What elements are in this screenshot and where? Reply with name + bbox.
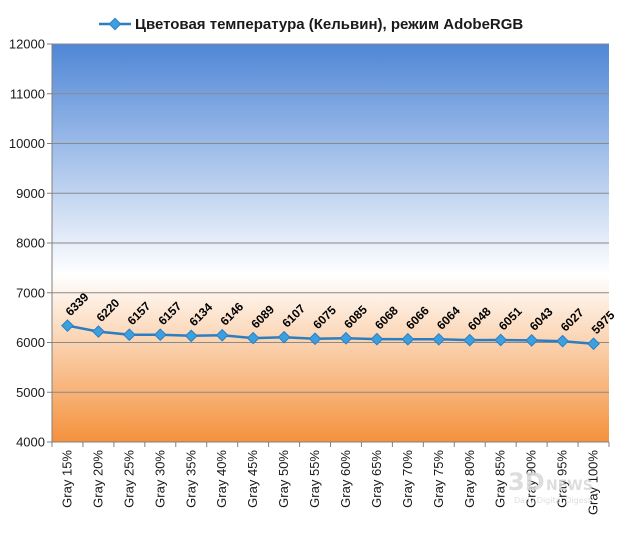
x-tick-label: Gray 60% xyxy=(338,450,353,508)
x-axis: Gray 15% Gray 20% Gray 25% Gray 30% Gray 35%… xyxy=(51,441,610,515)
y-tick-label: 5000 xyxy=(16,385,45,400)
y-axis: 4000 5000 6000 7000 8000 9000 10000 11000 12000 xyxy=(9,37,53,450)
y-tick-label: 8000 xyxy=(16,236,45,251)
data-point xyxy=(339,331,353,345)
data-point xyxy=(122,328,136,342)
x-tick-label: Gray 15% xyxy=(59,450,74,508)
data-point xyxy=(308,332,322,346)
data-point xyxy=(61,319,74,332)
x-tick-label: Gray 100% xyxy=(586,450,601,515)
data-point xyxy=(277,330,291,344)
x-tick-label: Gray 50% xyxy=(276,450,291,508)
data-point xyxy=(587,337,600,351)
x-tick-label: Gray 90% xyxy=(524,450,539,508)
svg-text:3D: 3D xyxy=(508,468,545,496)
y-tick-label: 10000 xyxy=(9,136,45,151)
legend: Цветовая температура (Кельвин), режим Ad… xyxy=(99,16,523,33)
y-tick-label: 6000 xyxy=(16,335,45,350)
legend-marker xyxy=(108,17,122,31)
y-tick-label: 4000 xyxy=(16,435,45,450)
y-tick-label: 7000 xyxy=(16,285,45,300)
data-point xyxy=(463,333,477,347)
x-tick-label: Gray 40% xyxy=(214,450,229,508)
x-tick-label: Gray 55% xyxy=(307,450,322,508)
x-tick-label: Gray 95% xyxy=(555,450,570,508)
data-point xyxy=(494,333,508,347)
data-point xyxy=(401,332,415,346)
data-point xyxy=(153,328,167,342)
legend-label: Цветовая температура (Кельвин), режим Ad… xyxy=(135,16,523,33)
watermark-logo: 3D NEWS Daily Digital Digest xyxy=(508,468,593,505)
data-point xyxy=(215,328,229,342)
data-point xyxy=(184,329,198,343)
series xyxy=(61,319,600,351)
x-tick-label: Gray 35% xyxy=(183,450,198,508)
x-tick-label: Gray 75% xyxy=(431,450,446,508)
y-tick-label: 12000 xyxy=(9,37,45,52)
x-tick-label: Gray 20% xyxy=(90,450,105,508)
data-point xyxy=(92,325,105,338)
x-tick-label: Gray 30% xyxy=(152,450,167,508)
data-point xyxy=(556,334,569,348)
y-tick-label: 9000 xyxy=(16,186,45,201)
x-tick-label: Gray 45% xyxy=(245,450,260,508)
x-tick-label: Gray 80% xyxy=(462,450,477,508)
x-tick-label: Gray 65% xyxy=(369,450,384,508)
x-tick-label: Gray 85% xyxy=(493,450,508,508)
y-tick-label: 11000 xyxy=(10,86,45,101)
data-point xyxy=(246,331,260,345)
x-tick-label: Gray 25% xyxy=(121,450,136,508)
data-point xyxy=(525,333,539,347)
x-tick-label: Gray 70% xyxy=(400,450,415,508)
svg-text:Daily Digital Digest: Daily Digital Digest xyxy=(514,496,591,505)
data-point xyxy=(370,332,384,346)
data-point xyxy=(432,332,446,346)
svg-text:NEWS: NEWS xyxy=(546,478,593,494)
